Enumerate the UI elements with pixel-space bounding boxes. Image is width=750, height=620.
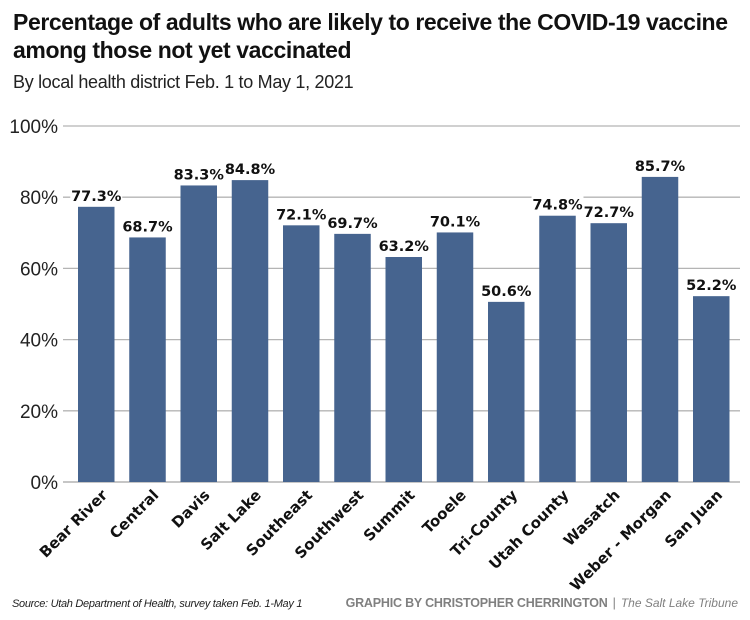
- value-label: 84.8%: [225, 162, 276, 178]
- bar: [488, 301, 525, 482]
- value-label-bg: [70, 185, 123, 205]
- y-axis-ticks: 0% 20% 40% 60% 80% 100%: [9, 117, 58, 494]
- publication-name: The Salt Lake Tribune: [620, 596, 738, 610]
- bar: [231, 180, 269, 482]
- value-label-bg: [121, 216, 174, 236]
- bar: [693, 296, 730, 482]
- y-tick-label: 0%: [31, 473, 59, 494]
- bar: [129, 237, 166, 482]
- bar: [334, 233, 371, 482]
- value-label-bg: [377, 236, 430, 256]
- value-label: 74.8%: [532, 198, 583, 214]
- y-tick-label: 60%: [20, 259, 58, 280]
- credit-separator: |: [612, 596, 616, 610]
- y-tick-label: 20%: [20, 402, 58, 423]
- value-label-bg: [429, 211, 481, 231]
- y-tick-label: 40%: [20, 331, 58, 352]
- x-tick-label: Davis: [168, 486, 214, 532]
- value-label: 52.2%: [686, 278, 737, 294]
- graphic-credit: GRAPHIC BY CHRISTOPHER CHERRINGTON: [345, 596, 608, 610]
- x-tick-label: Weber - Morgan: [566, 486, 674, 594]
- value-label-bg: [582, 202, 635, 222]
- bars: [78, 176, 730, 483]
- value-label: 50.6%: [481, 284, 532, 300]
- bar: [78, 206, 115, 482]
- source-note: Source: Utah Department of Health, surve…: [12, 598, 303, 610]
- credit-line: GRAPHIC BY CHRISTOPHER CHERRINGTON | The S…: [346, 596, 738, 610]
- value-label-bg: [480, 280, 533, 300]
- value-label: 68.7%: [122, 219, 173, 235]
- value-label: 85.7%: [635, 159, 686, 175]
- bar: [539, 215, 576, 482]
- bar: [590, 223, 627, 483]
- value-label-bg: [224, 159, 276, 179]
- value-label-bg: [172, 164, 225, 184]
- y-tick-label: 100%: [9, 117, 58, 138]
- x-tick-label: Bear River: [36, 486, 112, 562]
- value-label: 72.1%: [276, 207, 327, 223]
- value-labels: 77.3%68.7% 83.3% 84.8% 72.1%69.7%63.2%70.1%…: [70, 155, 738, 300]
- x-tick-label: Summit: [360, 486, 419, 545]
- value-label: 77.3%: [71, 189, 122, 205]
- x-tick-label: Tooele: [419, 486, 470, 537]
- value-label: 83.3%: [174, 167, 225, 183]
- value-label-bg: [275, 204, 328, 224]
- value-label: 63.2%: [379, 239, 430, 255]
- value-label: 72.7%: [584, 205, 635, 221]
- x-tick-label: Central: [106, 486, 162, 542]
- value-label-bg: [634, 155, 686, 175]
- chart-title: Percentage of adults who are likely to r…: [13, 9, 728, 63]
- bar: [436, 232, 474, 482]
- bar: [283, 225, 320, 482]
- bar: [180, 185, 217, 482]
- value-label-bg: [531, 194, 584, 214]
- bar: [641, 176, 679, 482]
- bar: [385, 257, 422, 482]
- value-label: 69.7%: [327, 216, 378, 232]
- value-label-bg: [685, 275, 738, 295]
- value-label-bg: [326, 212, 379, 232]
- value-label: 70.1%: [430, 214, 481, 230]
- chart-subtitle: By local health district Feb. 1 to May 1…: [13, 72, 354, 92]
- y-tick-label: 80%: [20, 188, 58, 209]
